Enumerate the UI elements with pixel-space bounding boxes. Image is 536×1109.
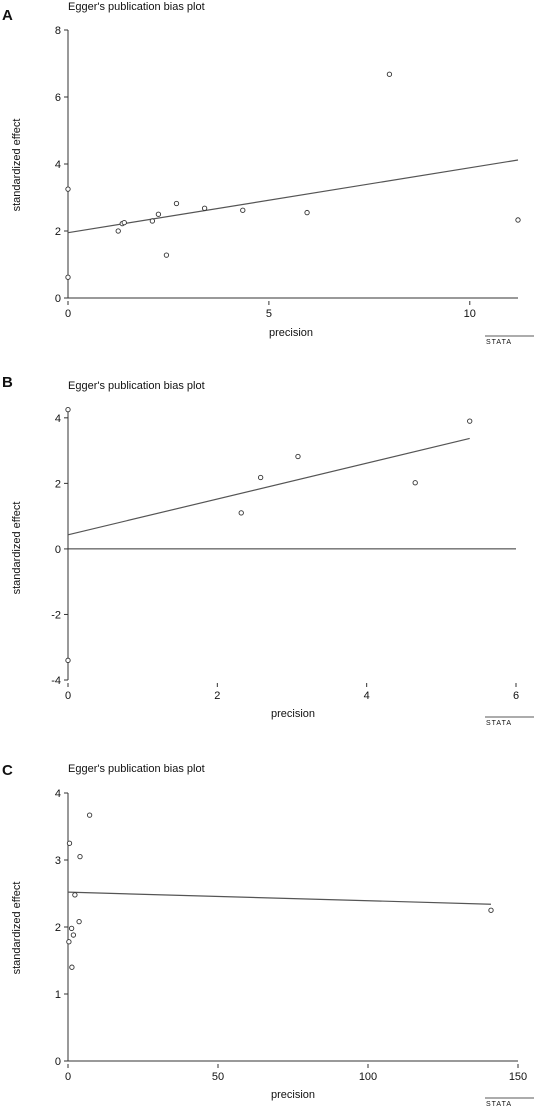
x-tick-label: 150 [509, 1071, 527, 1083]
x-tick-label: 4 [364, 690, 370, 702]
plot-area: 0 2 4 6 8 0 5 10 [55, 25, 521, 320]
data-point [163, 252, 170, 258]
data-point [386, 71, 393, 77]
data-point [240, 207, 246, 213]
data-point [295, 453, 301, 460]
data-point [72, 892, 78, 898]
x-tick-label: 10 [464, 308, 476, 320]
y-tick-label: 4 [55, 788, 61, 800]
y-tick-label: 2 [55, 226, 61, 238]
data-point [173, 200, 180, 207]
y-tick-label: 0 [55, 293, 61, 305]
panel-label: C [2, 762, 13, 779]
x-tick-label: 100 [359, 1071, 377, 1083]
y-tick-label: 8 [55, 25, 61, 37]
y-axis-label: standardized effect [11, 119, 23, 212]
x-axis-label: precision [271, 708, 315, 720]
data-point [201, 205, 208, 211]
y-tick-label: 3 [55, 855, 61, 867]
chart-title: Egger's publication bias plot [68, 1, 205, 13]
data-point [304, 209, 310, 216]
data-point [86, 812, 93, 818]
x-tick-label: 2 [214, 690, 220, 702]
data-point [66, 939, 72, 945]
plot-area: 0 1 2 3 4 0 50 100 150 [55, 788, 527, 1083]
y-tick-label: 0 [55, 544, 61, 556]
data-point [69, 964, 75, 970]
y-axis-label: standardized effect [11, 882, 23, 975]
stata-logo: STATA [485, 716, 534, 727]
data-point [115, 228, 121, 234]
stata-logo: STATA [485, 1097, 534, 1108]
y-tick-label: 0 [55, 1056, 61, 1068]
data-point [488, 907, 494, 913]
data-point [155, 211, 162, 217]
y-tick-label: -2 [51, 609, 61, 621]
data-point [65, 657, 71, 663]
regression-line [67, 891, 492, 905]
panel-b: B Egger's publication bias plot precisio… [2, 374, 534, 727]
data-point [66, 840, 73, 846]
y-tick-label: 6 [55, 92, 61, 104]
y-tick-label: 4 [55, 413, 61, 425]
x-axis-label: precision [269, 327, 313, 339]
data-point [121, 219, 127, 226]
y-tick-label: 2 [55, 922, 61, 934]
stata-logo-text: STATA [486, 720, 512, 727]
y-tick-label: 1 [55, 989, 61, 1001]
stata-logo-text: STATA [486, 1101, 512, 1108]
x-axis-label: precision [271, 1089, 315, 1101]
data-point [412, 480, 418, 486]
x-tick-label: 5 [266, 308, 272, 320]
data-point [257, 474, 264, 481]
panel-label: B [2, 374, 13, 391]
y-tick-label: 4 [55, 159, 61, 171]
stata-logo-text: STATA [486, 339, 512, 346]
data-point [70, 932, 77, 938]
data-point [76, 918, 82, 925]
stata-logo: STATA [485, 335, 534, 346]
panel-label: A [2, 7, 13, 24]
data-point [65, 274, 71, 280]
regression-line [67, 437, 470, 536]
x-tick-label: 6 [513, 690, 519, 702]
data-point [149, 218, 156, 224]
data-point [515, 217, 521, 223]
data-point [238, 510, 244, 516]
y-tick-label: -4 [51, 675, 61, 687]
x-tick-label: 50 [212, 1071, 224, 1083]
chart-title: Egger's publication bias plot [68, 763, 205, 775]
data-point [467, 418, 473, 424]
x-tick-label: 0 [65, 690, 71, 702]
data-point [68, 925, 75, 931]
chart-title: Egger's publication bias plot [68, 380, 205, 392]
regression-line [67, 159, 519, 234]
x-tick-label: 0 [65, 308, 71, 320]
data-point [77, 854, 83, 860]
y-axis-label: standardized effect [11, 502, 23, 595]
x-tick-label: 0 [65, 1071, 71, 1083]
data-point [65, 406, 71, 413]
y-tick-label: 2 [55, 478, 61, 490]
plot-area: -4 -2 0 2 4 0 2 4 6 [51, 406, 519, 702]
panel-a: A Egger's publication bias plot precisio… [2, 1, 534, 346]
data-point [65, 186, 71, 192]
panel-c: C Egger's publication bias plot precisio… [2, 762, 534, 1108]
